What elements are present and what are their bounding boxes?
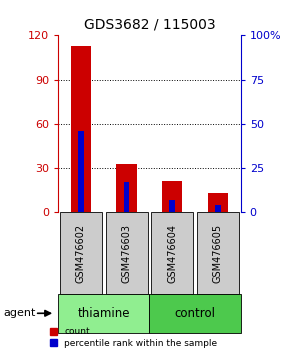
- Bar: [208, 193, 228, 212]
- Bar: [116, 164, 137, 212]
- Bar: [124, 182, 129, 212]
- Text: GSM476605: GSM476605: [213, 223, 223, 283]
- Bar: [78, 131, 84, 212]
- Title: GDS3682 / 115003: GDS3682 / 115003: [84, 17, 215, 32]
- Bar: [169, 200, 175, 212]
- Bar: [106, 212, 148, 294]
- Text: GSM476603: GSM476603: [122, 224, 131, 282]
- Text: GSM476602: GSM476602: [76, 223, 86, 283]
- Legend: count, percentile rank within the sample: count, percentile rank within the sample: [48, 326, 219, 349]
- Bar: [197, 212, 239, 294]
- Bar: [149, 294, 241, 333]
- Bar: [162, 181, 182, 212]
- Text: GSM476604: GSM476604: [167, 224, 177, 282]
- Bar: [215, 205, 221, 212]
- Text: thiamine: thiamine: [77, 307, 130, 320]
- Bar: [58, 294, 149, 333]
- Text: control: control: [175, 307, 215, 320]
- Bar: [70, 46, 91, 212]
- Bar: [60, 212, 102, 294]
- Text: agent: agent: [3, 308, 35, 318]
- Bar: [151, 212, 193, 294]
